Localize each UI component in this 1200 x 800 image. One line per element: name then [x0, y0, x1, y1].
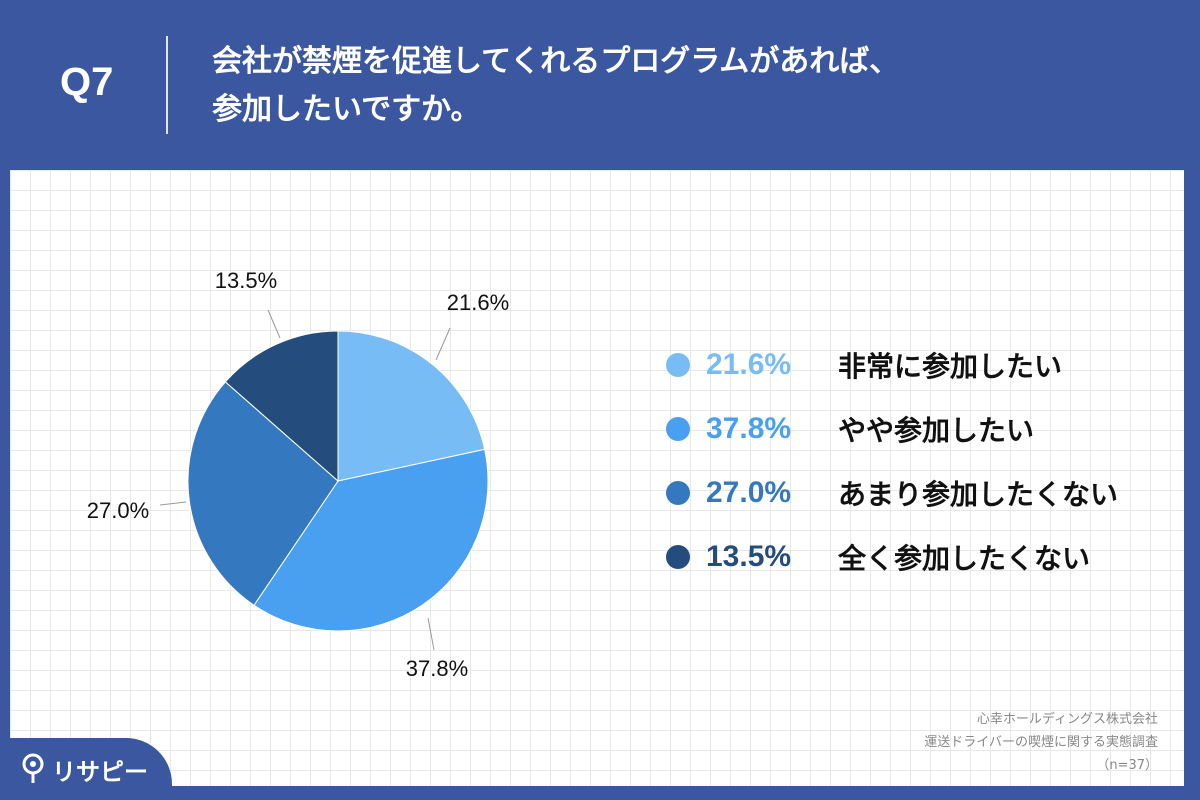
legend-swatch: [666, 353, 690, 377]
legend-label: あまり参加したくない: [838, 478, 1119, 511]
header: Q7 会社が禁煙を促進してくれるプログラムがあれば、 参加したいですか。: [0, 0, 1200, 168]
legend: 21.6% 非常に参加したい 37.8% やや参加したい 27.0% あまり参加したくない…: [666, 333, 1118, 589]
pin-icon: [22, 753, 44, 783]
legend-item: 21.6% 非常に参加したい: [666, 333, 1118, 397]
source-note: 心幸ホールディングス株式会社 運送ドライバーの喫煙に関する実態調査 （n=37）: [924, 708, 1158, 777]
source-company: 心幸ホールディングス株式会社: [976, 712, 1158, 727]
slice-value-label: 27.0%: [87, 498, 149, 523]
pie-slice: [187, 381, 339, 606]
header-divider: [166, 36, 168, 134]
question-text: 会社が禁煙を促進してくれるプログラムがあれば、 参加したいですか。: [212, 44, 900, 127]
source-sample: （n=37）: [1096, 758, 1158, 773]
legend-label: やや参加したい: [838, 414, 1035, 447]
brand-name: リサピー: [52, 758, 148, 786]
leader-line: [427, 617, 435, 651]
legend-item: 27.0% あまり参加したくない: [666, 461, 1118, 525]
pie-slice: [224, 330, 339, 483]
legend-percent: 27.0%: [706, 476, 792, 509]
legend-label: 全く参加したくない: [838, 542, 1091, 575]
legend-swatch: [666, 481, 690, 505]
brand-badge: リサピー: [0, 738, 172, 800]
legend-item: 37.8% やや参加したい: [666, 397, 1118, 461]
pie-slice: [337, 330, 486, 482]
legend-swatch: [666, 417, 690, 441]
slice-value-label: 21.6%: [447, 290, 509, 315]
slice-value-label: 13.5%: [215, 268, 277, 293]
legend-item: 13.5% 全く参加したくない: [666, 525, 1118, 589]
leader-line: [267, 309, 281, 339]
slice-value-label: 37.8%: [406, 656, 468, 681]
source-survey: 運送ドライバーの喫煙に関する実態調査: [924, 735, 1158, 750]
chart-panel: 21.6% 37.8% 27.0% 13.5% 21.6% 非常に参加したい 37.8% や…: [10, 170, 1184, 786]
legend-percent: 21.6%: [706, 348, 792, 381]
pie-slice: [253, 448, 489, 632]
legend-percent: 13.5%: [706, 540, 792, 573]
leader-line: [435, 327, 451, 361]
pie-chart: 21.6% 37.8% 27.0% 13.5%: [87, 268, 509, 681]
leader-line: [159, 501, 187, 506]
legend-label: 非常に参加したい: [838, 350, 1063, 383]
legend-percent: 37.8%: [706, 412, 792, 445]
question-number: Q7: [60, 60, 114, 104]
legend-swatch: [666, 545, 690, 569]
